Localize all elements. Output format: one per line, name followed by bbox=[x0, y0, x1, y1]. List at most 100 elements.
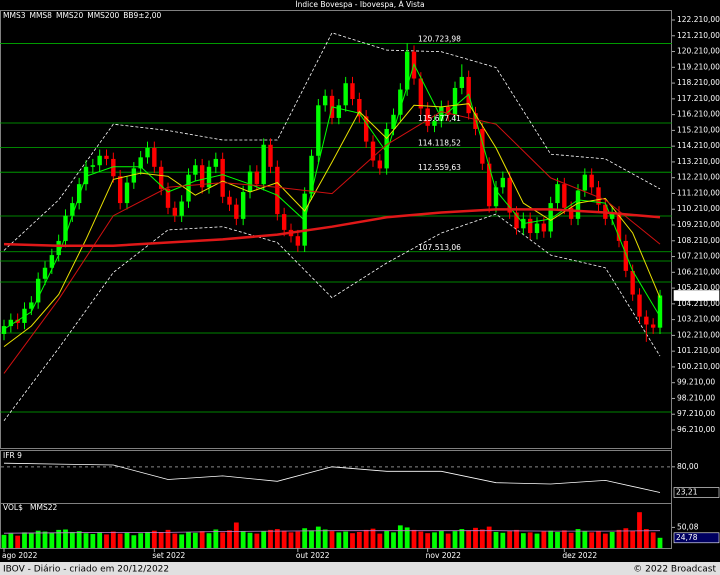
volume-bar bbox=[363, 529, 369, 548]
candle-body bbox=[500, 177, 506, 188]
level-label: 112.559,63 bbox=[418, 163, 461, 172]
volume-bar bbox=[329, 531, 335, 548]
y-tick-label: 113.210,00 bbox=[677, 157, 720, 166]
candle-body bbox=[63, 215, 68, 241]
volume-bar bbox=[432, 532, 437, 548]
volume-bar bbox=[473, 527, 478, 548]
price-panel bbox=[0, 10, 672, 449]
candle-body bbox=[534, 223, 540, 234]
volume-bar bbox=[254, 533, 260, 548]
volume-bar bbox=[247, 532, 253, 548]
volume-bar bbox=[131, 535, 137, 548]
volume-bar bbox=[623, 528, 629, 548]
y-tick-label: 114.210,00 bbox=[677, 141, 720, 150]
volume-bar bbox=[63, 529, 68, 548]
volume-bar bbox=[534, 533, 540, 548]
volume-bar bbox=[274, 529, 280, 548]
candle-body bbox=[56, 240, 61, 256]
candle-body bbox=[268, 144, 273, 167]
y-tick-label: 119.210,00 bbox=[677, 62, 720, 71]
volume-bar bbox=[322, 529, 328, 548]
volume-bar bbox=[261, 531, 267, 548]
volume-bar bbox=[582, 531, 588, 548]
volume-bar bbox=[356, 531, 362, 548]
candle-body bbox=[322, 95, 328, 106]
volume-bar bbox=[172, 533, 178, 548]
volume-bar bbox=[602, 533, 608, 548]
candle-body bbox=[295, 236, 301, 246]
bollinger-lower bbox=[3, 213, 661, 421]
candle-body bbox=[97, 155, 102, 166]
volume-bar bbox=[459, 529, 465, 548]
candle-body bbox=[630, 270, 635, 295]
candle-body bbox=[370, 141, 376, 161]
volume-bar bbox=[493, 531, 499, 548]
volume-bar bbox=[397, 525, 403, 548]
volume-bar bbox=[158, 532, 164, 548]
level-label: 107.513,06 bbox=[418, 243, 461, 252]
volume-bar bbox=[309, 530, 314, 548]
volume-bar bbox=[22, 532, 27, 548]
volume-bar bbox=[15, 535, 21, 548]
volume-bar bbox=[438, 530, 444, 548]
volume-bar bbox=[8, 533, 14, 548]
candle-body bbox=[582, 174, 588, 191]
candle-body bbox=[596, 187, 601, 205]
value-box bbox=[673, 487, 720, 498]
candle-body bbox=[391, 114, 396, 129]
volume-bar bbox=[630, 530, 636, 548]
y-tick-label: 111.210,00 bbox=[677, 188, 720, 197]
volume-bar bbox=[596, 531, 601, 548]
volume-bar bbox=[657, 537, 663, 548]
candle-body bbox=[357, 99, 362, 117]
volume-bar bbox=[541, 531, 547, 548]
y-tick-label: 105.210,00 bbox=[677, 283, 720, 292]
volume-bar bbox=[514, 529, 519, 548]
candle-body bbox=[227, 196, 232, 205]
candle-body bbox=[377, 160, 383, 169]
volume-bar bbox=[192, 532, 198, 548]
candle-body bbox=[459, 76, 465, 88]
volume-bar bbox=[199, 531, 205, 548]
candle-body bbox=[507, 177, 512, 213]
candle-body bbox=[398, 89, 403, 115]
candle-body bbox=[8, 319, 14, 327]
candle-body bbox=[165, 188, 171, 208]
value-box-label: 104.739,75 bbox=[676, 290, 719, 299]
volume-average bbox=[3, 530, 661, 534]
candle-body bbox=[493, 187, 499, 207]
legend-entry: MMS22 bbox=[30, 503, 57, 512]
moving-average bbox=[3, 103, 661, 347]
volume-bar bbox=[151, 530, 157, 548]
candle-body bbox=[145, 147, 150, 158]
candle-body bbox=[541, 223, 547, 232]
volume-bar bbox=[268, 529, 273, 548]
volume-bar bbox=[466, 530, 472, 548]
candle-body bbox=[124, 182, 130, 204]
volume-bar bbox=[240, 531, 246, 548]
y-tick-label: 104.210,00 bbox=[677, 299, 720, 308]
volume-bar bbox=[124, 532, 130, 548]
volume-bar bbox=[117, 533, 123, 548]
volume-bar bbox=[165, 529, 171, 548]
y-tick-label: 107.210,00 bbox=[677, 252, 720, 261]
candle-body bbox=[514, 212, 519, 229]
volume-bar bbox=[227, 530, 232, 548]
volume-bar bbox=[555, 531, 560, 548]
volume-bar bbox=[575, 529, 581, 548]
y-tick-label: 110.210,00 bbox=[677, 204, 720, 213]
level-label: 114.118,52 bbox=[418, 139, 461, 148]
candle-body bbox=[261, 144, 266, 185]
volume-bar bbox=[1, 534, 7, 548]
candle-body bbox=[589, 174, 594, 188]
volume-bar bbox=[548, 530, 554, 548]
volume-bar bbox=[377, 533, 383, 548]
y-tick-label: 109.210,00 bbox=[677, 220, 720, 229]
volume-bar bbox=[411, 529, 417, 548]
volume-bar bbox=[404, 527, 410, 548]
volume-bar bbox=[104, 534, 109, 548]
volume-bar bbox=[486, 526, 492, 548]
candle-body bbox=[609, 212, 615, 219]
